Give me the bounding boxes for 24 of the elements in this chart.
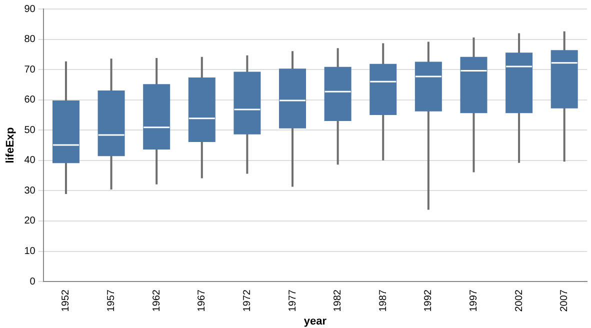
x-tick-label: 1997 [468, 289, 480, 312]
y-tick-label: 20 [24, 216, 36, 227]
x-tick-label: 1972 [242, 289, 253, 312]
x-tick-label: 1967 [196, 289, 208, 312]
y-axis-title: lifeExp [4, 126, 17, 164]
x-tick-label: 2007 [559, 289, 570, 312]
y-tick-label: 60 [24, 94, 36, 106]
x-tick-label: 2002 [514, 289, 525, 312]
y-tick-label: 90 [24, 4, 36, 15]
x-tick-label: 1957 [106, 289, 118, 312]
y-tick-label: 10 [24, 246, 36, 258]
x-axis-title: year [304, 315, 328, 328]
y-tick-label: 70 [24, 64, 36, 76]
y-tick-label: 0 [30, 276, 36, 288]
y-tick-label: 30 [24, 185, 36, 196]
x-tick-label: 1987 [378, 289, 389, 312]
x-tick-label: 1952 [60, 289, 72, 312]
y-tick-label: 50 [24, 124, 36, 136]
y-tick-label: 80 [24, 34, 36, 46]
y-tick-label: 40 [24, 155, 36, 166]
x-tick-label: 1982 [332, 289, 344, 312]
x-tick-label: 1992 [423, 289, 434, 312]
x-tick-label: 1977 [287, 289, 298, 312]
x-tick-label: 1962 [151, 289, 162, 312]
